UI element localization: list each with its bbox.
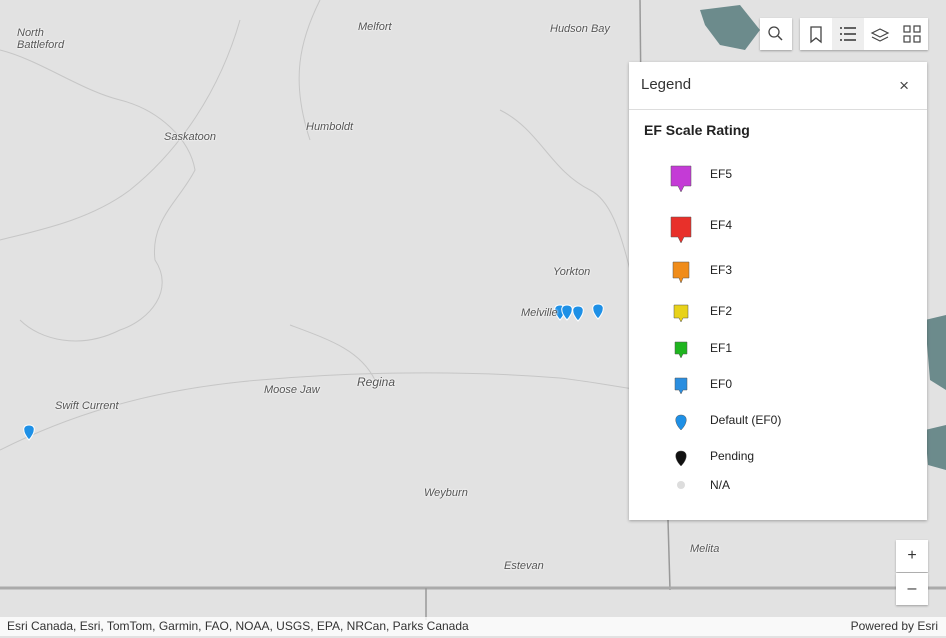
attribution: Esri Canada, Esri, TomTom, Garmin, FAO, … xyxy=(7,619,469,633)
legend-label: EF2 xyxy=(710,304,733,318)
place-label: Hudson Bay xyxy=(550,23,610,35)
legend-item: N/A xyxy=(629,475,927,505)
legend-item: EF5 xyxy=(629,164,927,194)
search-button[interactable] xyxy=(760,18,792,50)
marker[interactable] xyxy=(561,304,573,321)
legend-item: EF3 xyxy=(629,260,927,290)
lake xyxy=(925,425,946,470)
place-label: Humboldt xyxy=(306,121,354,133)
legend-item: Pending xyxy=(629,446,927,476)
place-label: Moose Jaw xyxy=(264,384,320,396)
legend-item: Default (EF0) xyxy=(629,410,927,440)
legend-heading: EF Scale Rating xyxy=(644,122,750,138)
legend-label: EF1 xyxy=(710,341,733,355)
place-label: Melville xyxy=(521,307,558,319)
legend-item: EF2 xyxy=(629,301,927,331)
place-label: Swift Current xyxy=(55,400,119,412)
place-label: Melfort xyxy=(358,21,392,33)
close-button[interactable]: × xyxy=(899,76,909,95)
attribution-bar: Esri Canada, Esri, TomTom, Garmin, FAO, … xyxy=(0,617,946,636)
legend-label: EF3 xyxy=(710,263,733,277)
place-label: Regina xyxy=(357,375,396,389)
legend-title: Legend xyxy=(641,76,692,93)
legend-item: EF4 xyxy=(629,215,927,245)
place-label: Estevan xyxy=(504,560,544,572)
legend-panel: Legend × EF Scale Rating EF5 EF4 EF3 EF2 … xyxy=(629,62,927,520)
legend-item: EF1 xyxy=(629,338,927,368)
zoom-out[interactable]: – xyxy=(896,573,928,605)
marker[interactable] xyxy=(23,424,35,441)
lake xyxy=(700,5,760,50)
bookmarks-button[interactable] xyxy=(810,26,822,44)
legend-label: EF0 xyxy=(710,377,733,391)
basemap-button[interactable] xyxy=(903,25,921,43)
legend-label: N/A xyxy=(710,478,731,492)
legend-label: EF5 xyxy=(710,167,733,181)
zoom-in[interactable]: + xyxy=(896,540,928,572)
legend-label: Pending xyxy=(710,449,755,463)
place-label: Melita xyxy=(690,543,720,555)
marker[interactable] xyxy=(592,303,604,320)
legend-label: EF4 xyxy=(710,218,733,232)
legend-label: Default (EF0) xyxy=(710,413,782,427)
markers xyxy=(23,303,604,441)
place-label: Yorkton xyxy=(553,266,591,278)
powered-by[interactable]: Powered by Esri xyxy=(850,619,938,633)
legend-item: EF0 xyxy=(629,374,927,404)
place-label: Saskatoon xyxy=(164,131,216,143)
toolbar xyxy=(800,18,928,50)
marker[interactable] xyxy=(572,305,584,322)
layers-button[interactable] xyxy=(870,28,890,42)
place-label: Weyburn xyxy=(424,487,468,499)
lake xyxy=(925,315,946,390)
place-label: North Battleford xyxy=(17,27,65,51)
